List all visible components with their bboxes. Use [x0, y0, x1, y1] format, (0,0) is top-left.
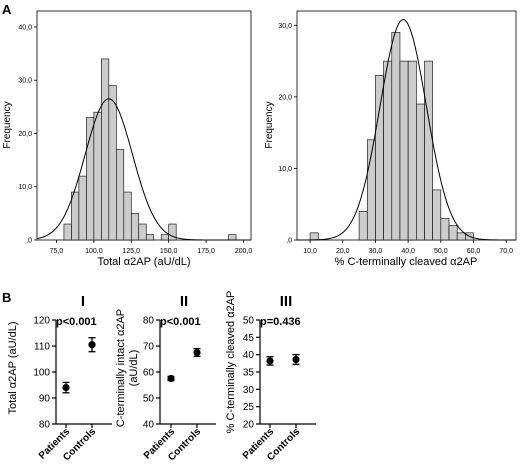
y-axis-label-line-2: (aU/dL): [128, 350, 140, 387]
y-tick-label: 80: [39, 420, 51, 431]
histogram-bar: [168, 223, 177, 241]
histogram-bar: [358, 211, 368, 241]
panel-label-b: B: [2, 290, 11, 305]
histogram-bar: [123, 191, 132, 241]
histogram-bar: [424, 60, 433, 241]
x-tick-label: 175,0: [197, 248, 215, 255]
y-tick-label: 60: [143, 368, 155, 379]
y-axis-label: Frequency: [264, 101, 275, 148]
histogram-bar: [130, 213, 140, 241]
y-tick-label: 10,0: [278, 166, 292, 173]
y-tick-label: 20,0: [278, 94, 292, 101]
x-tick-label: 20,0: [336, 248, 350, 255]
y-tick-label: 25: [243, 402, 255, 413]
histogram-bar: [63, 223, 72, 241]
x-tick-label: 70,0: [499, 248, 513, 255]
mean-point: [167, 374, 175, 383]
x-tick-label: 40,0: [401, 248, 415, 255]
y-tick-label: 35: [243, 368, 255, 379]
x-axis-label: % C-terminally cleaved α2AP: [335, 256, 478, 268]
histogram-bar: [448, 225, 458, 241]
mean-point: [88, 341, 96, 349]
y-tick-label: 20,0: [18, 131, 32, 138]
y-tick-label: 30: [243, 385, 255, 396]
histogram-bar: [108, 85, 117, 241]
histogram-bar: [160, 234, 169, 241]
panel-title: III: [280, 293, 293, 310]
histogram-bar: [138, 223, 147, 241]
normal-fit-curve: [36, 98, 251, 241]
panel-label-a: A: [2, 2, 12, 17]
mean-point: [266, 357, 274, 365]
histogram-bar: [456, 232, 466, 241]
x-tick-label: 10,0: [303, 248, 317, 255]
histogram-bar: [116, 149, 125, 241]
y-tick-label: ,0: [26, 238, 32, 245]
p-value: p=0.436: [260, 316, 301, 328]
histogram-bar: [391, 32, 401, 241]
normal-fit-curve: [297, 19, 516, 241]
y-tick-label: 50: [143, 394, 155, 405]
histogram-bar: [383, 60, 393, 241]
panel-title: II: [180, 293, 188, 310]
x-tick-label: 50,0: [434, 248, 448, 255]
y-tick-label: 110: [34, 342, 50, 353]
p-value: p<0.001: [56, 316, 97, 328]
y-tick-label: 10,0: [18, 184, 32, 191]
histogram-total-a2ap: 75,0 100,0 125,0 150,0 175,0 200,0 ,0 10,0 20,0 3…: [2, 10, 253, 268]
y-axis-label-line-1: C-terminally intact α2AP: [115, 309, 127, 427]
mean-point: [193, 348, 201, 357]
y-axis-label: Frequency: [2, 101, 13, 148]
histogram-bar: [228, 234, 237, 241]
dotplot-total-a2ap: I p<0.001 Total α2AP (aU/dL) 80 90 100 110 1…: [7, 293, 112, 463]
histogram-bar: [71, 191, 80, 241]
y-tick-label: 100: [33, 368, 50, 379]
histogram-bar: [78, 175, 87, 241]
p-value: p<0.001: [160, 316, 201, 328]
y-axis-label: Total α2AP (aU/dL): [7, 322, 19, 415]
y-tick-label: 90: [39, 394, 51, 405]
histogram-bar: [440, 218, 450, 241]
x-tick-label: 75,0: [50, 248, 64, 255]
histogram-bar: [145, 234, 155, 241]
y-tick-label: 40: [243, 350, 255, 361]
x-tick-label: 125,0: [123, 248, 141, 255]
histogram-bar: [407, 60, 417, 241]
dotplot-cleaved-a2ap: III p=0.436 % C-terminally cleaved α2AP …: [225, 291, 316, 463]
histogram-bar: [309, 232, 319, 241]
y-tick-label: 40: [143, 420, 155, 431]
dotplot-intact-a2ap: II p<0.001 C-terminally intact α2AP (aU/…: [115, 293, 216, 463]
x-axis-label: Total α2AP (aU/dL): [98, 256, 191, 268]
y-axis-label: % C-terminally cleaved α2AP: [225, 291, 237, 434]
histogram-bar: [432, 189, 442, 241]
y-tick-label: 30,0: [18, 78, 32, 85]
x-tick-label: 60,0: [467, 248, 481, 255]
y-tick-label: 120: [33, 316, 50, 327]
histogram-bar: [416, 103, 425, 241]
panel-title: I: [81, 293, 85, 310]
mean-point: [292, 355, 300, 364]
y-tick-label: 20: [243, 420, 255, 431]
y-tick-label: ,0: [286, 238, 292, 245]
y-tick-label: 80: [143, 316, 155, 327]
y-tick-label: 40,0: [18, 24, 32, 31]
y-tick-label: 30,0: [278, 23, 292, 30]
x-tick-label: 100,0: [85, 248, 103, 255]
y-tick-label: 70: [143, 342, 155, 353]
x-tick-label: 30,0: [369, 248, 383, 255]
histogram-bar: [375, 75, 384, 241]
y-tick-label: 50: [243, 316, 255, 327]
histogram-cleaved-a2ap: 10,0 20,0 30,0 40,0 50,0 60,0 70,0 ,0 10,0 20,0 30…: [264, 10, 517, 268]
histogram-bar: [93, 111, 102, 241]
x-tick-label: 200,0: [235, 248, 253, 255]
histogram-bar: [101, 58, 110, 241]
histogram-bar: [399, 60, 409, 241]
x-tick-label: 150,0: [160, 248, 178, 255]
y-tick-label: 45: [243, 333, 255, 344]
mean-point: [62, 384, 70, 392]
